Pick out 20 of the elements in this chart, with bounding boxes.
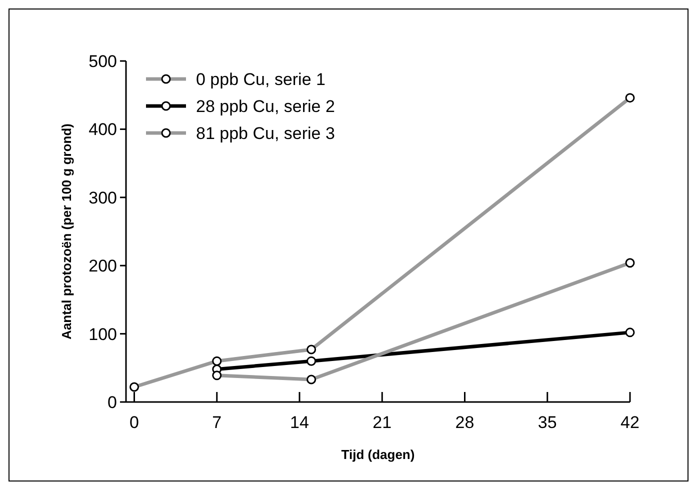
x-tick-label: 0 xyxy=(130,413,139,432)
x-tick-label: 35 xyxy=(538,413,557,432)
x-tick-label: 28 xyxy=(455,413,474,432)
y-tick-label: 0 xyxy=(108,392,117,412)
legend-label: 0 ppb Cu, serie 1 xyxy=(196,70,326,89)
x-tick-label: 21 xyxy=(372,413,392,432)
x-tick-label: 42 xyxy=(620,413,640,432)
point xyxy=(306,356,316,366)
x-tick-label: 14 xyxy=(290,413,309,432)
y-tick-label: 400 xyxy=(88,120,117,140)
point xyxy=(625,328,635,338)
y-tick-label: 200 xyxy=(88,256,117,276)
legend-label: 81 ppb Cu, serie 3 xyxy=(196,124,335,143)
legend-label: 28 ppb Cu, serie 2 xyxy=(196,96,335,116)
y-tick-label: 500 xyxy=(88,52,117,71)
x-axis-title: Tijd (dagen) xyxy=(341,447,415,462)
y-tick-label: 100 xyxy=(88,324,117,344)
x-tick-label: 7 xyxy=(212,413,222,432)
y-tick-label: 300 xyxy=(88,188,117,208)
y-axis-title: Aantal protozoën (per 100 g grond) xyxy=(59,124,74,340)
